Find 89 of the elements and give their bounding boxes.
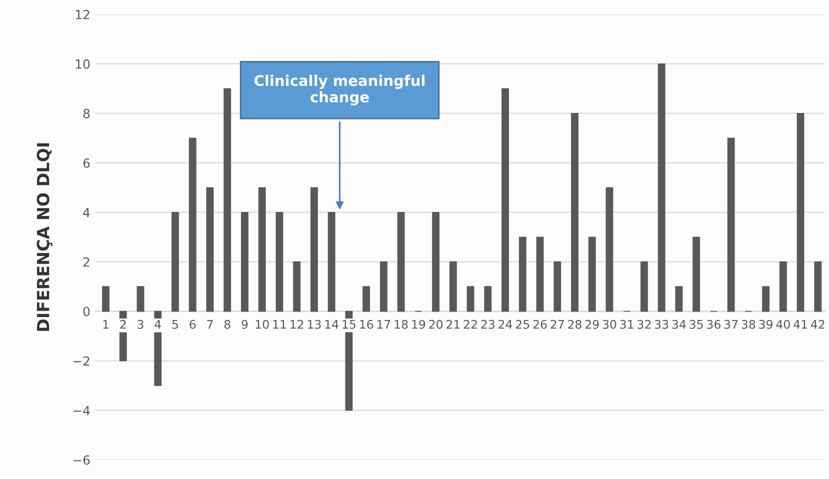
bar bbox=[172, 212, 179, 312]
bar bbox=[554, 261, 562, 312]
x-tick-label: 6 bbox=[190, 320, 196, 329]
y-tick-label: 2 bbox=[83, 257, 90, 267]
y-tick-label: −6 bbox=[73, 455, 90, 465]
x-tick-label: 33 bbox=[654, 320, 668, 329]
x-tick-label: 1 bbox=[103, 320, 108, 329]
bar bbox=[136, 286, 144, 312]
y-tick-label: −4 bbox=[73, 406, 90, 416]
bar bbox=[779, 261, 787, 312]
bar bbox=[814, 261, 822, 312]
x-tick-label: 21 bbox=[446, 320, 460, 329]
x-tick-label: 14 bbox=[325, 320, 338, 329]
x-tick-label: 28 bbox=[568, 320, 582, 329]
bar bbox=[588, 236, 596, 312]
bar bbox=[188, 138, 196, 312]
bar bbox=[796, 112, 804, 312]
bar bbox=[502, 88, 509, 312]
bar bbox=[536, 236, 544, 312]
bar bbox=[276, 212, 284, 312]
bar bbox=[362, 286, 370, 312]
y-tick-label: 4 bbox=[83, 208, 90, 218]
x-tick-label: 40 bbox=[776, 320, 790, 329]
x-tick-label: 25 bbox=[516, 320, 530, 329]
x-tick-label: 7 bbox=[207, 320, 213, 329]
x-tick-label: 22 bbox=[464, 320, 477, 329]
x-tick-label: 36 bbox=[707, 320, 720, 329]
x-tick-label: 42 bbox=[810, 320, 824, 329]
x-tick-label: 37 bbox=[724, 320, 738, 329]
x-tick-label: 32 bbox=[638, 320, 651, 329]
x-tick-label: 29 bbox=[585, 320, 599, 329]
x-tick-label: 30 bbox=[602, 320, 616, 329]
x-tick-label: 26 bbox=[533, 320, 547, 329]
bar bbox=[240, 212, 248, 312]
x-tick-label: 2 bbox=[120, 320, 126, 329]
x-tick-label: 16 bbox=[360, 320, 374, 329]
bar bbox=[310, 187, 318, 312]
y-tick-label: 8 bbox=[83, 108, 90, 118]
bar bbox=[397, 212, 405, 312]
bar bbox=[518, 236, 526, 312]
x-tick-label: 41 bbox=[794, 320, 807, 329]
bar bbox=[328, 212, 336, 312]
bar bbox=[380, 261, 388, 312]
bar bbox=[224, 88, 232, 312]
y-tick-label: −2 bbox=[73, 356, 90, 366]
x-tick-label: 38 bbox=[742, 320, 756, 329]
x-tick-label: 34 bbox=[672, 320, 686, 329]
bar bbox=[571, 112, 578, 312]
x-tick-label: 9 bbox=[242, 320, 248, 329]
x-tick-label: 27 bbox=[550, 320, 564, 329]
y-tick-label: 10 bbox=[76, 59, 90, 69]
x-tick-label: 20 bbox=[429, 320, 443, 329]
x-tick-label: 19 bbox=[412, 320, 426, 329]
x-tick-label: 3 bbox=[138, 320, 144, 329]
bar bbox=[727, 138, 735, 312]
x-tick-label: 10 bbox=[256, 320, 269, 329]
x-tick-label: 39 bbox=[759, 320, 772, 329]
bar bbox=[658, 63, 666, 312]
bar bbox=[762, 286, 770, 312]
x-tick-label: 17 bbox=[377, 320, 390, 329]
x-tick-label: 18 bbox=[394, 320, 408, 329]
bar bbox=[484, 286, 492, 312]
x-tick-label: 13 bbox=[308, 320, 321, 329]
bar bbox=[466, 286, 474, 312]
bar bbox=[692, 236, 700, 312]
bar bbox=[606, 187, 614, 312]
x-tick-label: 11 bbox=[273, 320, 286, 329]
x-tick-label: 35 bbox=[690, 320, 703, 329]
y-tick-label: 12 bbox=[76, 10, 90, 20]
x-tick-label: 15 bbox=[342, 320, 356, 329]
bar bbox=[206, 187, 214, 312]
bar bbox=[293, 261, 301, 312]
y-axis-title: DIFERENÇA NO DLQI bbox=[36, 143, 52, 331]
x-tick-label: 12 bbox=[290, 320, 304, 329]
y-tick-label: 0 bbox=[83, 306, 90, 316]
x-tick-label: 5 bbox=[172, 320, 178, 329]
x-tick-label: 8 bbox=[224, 320, 230, 329]
x-tick-label: 31 bbox=[620, 320, 634, 329]
bar bbox=[102, 286, 110, 312]
bar bbox=[432, 212, 440, 312]
x-tick-label: 24 bbox=[498, 320, 512, 329]
annotation: Clinically meaningful change bbox=[254, 74, 424, 106]
bar bbox=[258, 187, 266, 312]
x-tick-label: 4 bbox=[154, 320, 161, 329]
bar bbox=[640, 261, 648, 312]
bar bbox=[449, 261, 457, 312]
y-tick-label: 6 bbox=[83, 158, 90, 168]
bar bbox=[675, 286, 683, 312]
x-tick-label: 23 bbox=[481, 320, 494, 329]
